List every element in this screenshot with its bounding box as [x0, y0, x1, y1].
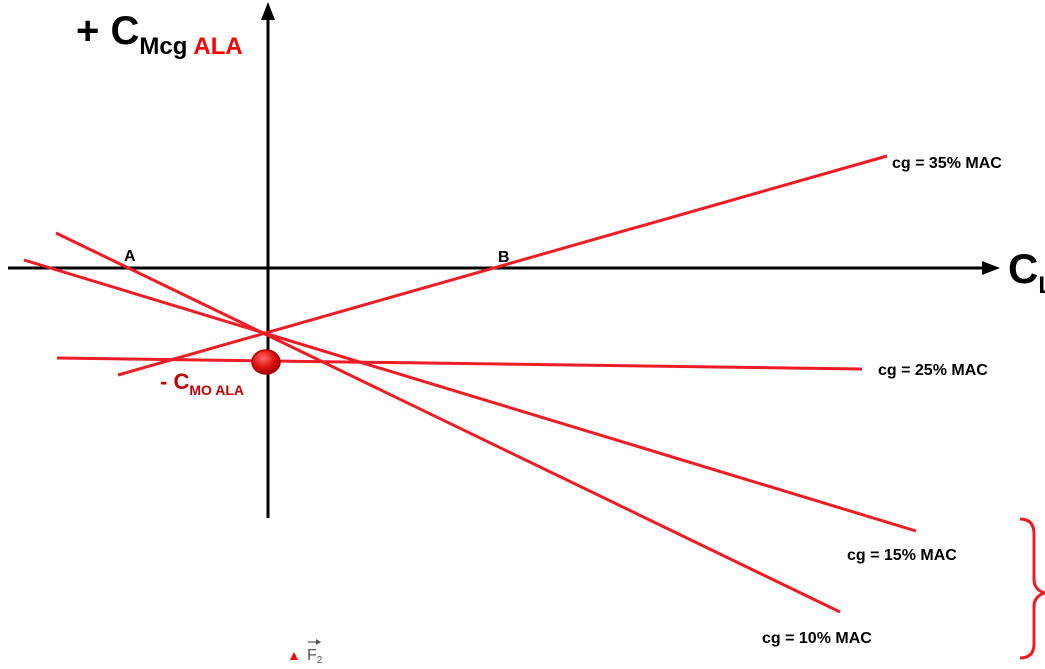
line-cg-35: [117, 154, 888, 377]
moment-point-marker: [251, 349, 281, 375]
point-a-label: A: [124, 248, 136, 265]
vector-arrow-head-icon: [316, 639, 321, 645]
label-cg-15: cg = 15% MAC: [847, 547, 957, 564]
label-cg-10: cg = 10% MAC: [762, 630, 872, 647]
y-axis-arrow: [261, 2, 275, 20]
line-cg-15: [23, 258, 917, 533]
label-cg-25: cg = 25% MAC: [878, 362, 988, 379]
point-b-label: B: [498, 249, 510, 266]
y-axis-label: + CMcg ALA: [76, 9, 243, 60]
intercept-label: - CMO ALA: [160, 369, 244, 398]
small-red-triangle-icon: [290, 652, 298, 660]
x-axis-label: CL: [1008, 245, 1045, 299]
line-cg-25: [56, 356, 863, 371]
right-brace: [1019, 517, 1045, 660]
label-cg-35: cg = 35% MAC: [892, 155, 1002, 172]
vector-symbol: F2: [307, 647, 323, 664]
line-cg-10: [55, 231, 841, 614]
x-axis-arrow: [982, 261, 1000, 275]
